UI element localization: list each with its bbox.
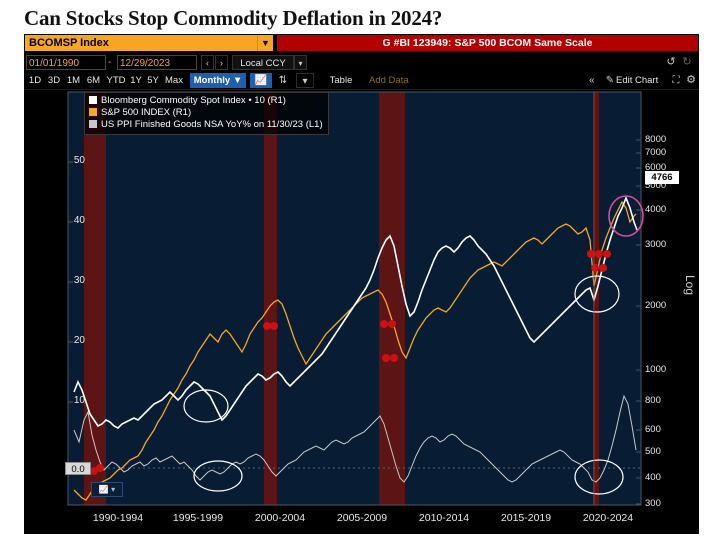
x-tick-2010-2014: 2010-2014 [418, 512, 470, 524]
y-left-tick-50: 50 [73, 155, 85, 166]
timeframe-max[interactable]: Max [165, 75, 183, 86]
prev-period-button[interactable]: ‹ [201, 55, 214, 70]
legend-label-commodity: Bloomberg Commodity Spot Index • 10 (R1) [101, 95, 286, 106]
legend-item-ppi: US PPI Finished Goods NSA YoY% on 11/30/… [89, 119, 323, 131]
y-left-tick-10: 10 [73, 395, 85, 406]
legend-label-sp500: S&P 500 INDEX (R1) [101, 107, 192, 118]
x-tick-2020-2024: 2020-2024 [582, 512, 634, 524]
y-right-tick-2000: 2000 [645, 300, 667, 311]
y-right-tick-7000: 7000 [645, 147, 667, 158]
legend-swatch-ppi [89, 120, 97, 128]
series-ppi [73, 394, 637, 483]
y-right-tick-3000: 3000 [645, 239, 667, 250]
x-tick-2005-2009: 2005-2009 [336, 512, 388, 524]
redo-icon[interactable]: ↻ [682, 56, 692, 68]
date-range-dash: - [108, 57, 112, 68]
y-right-tick-600: 600 [645, 424, 661, 435]
series-commodity [73, 195, 638, 429]
y-left-tick-30: 30 [73, 275, 85, 286]
chevron-down-icon[interactable]: ▾ [294, 55, 307, 70]
timeframe-6m[interactable]: 6M [86, 75, 101, 86]
timeframe-1m[interactable]: 1M [66, 75, 81, 86]
legend-item-commodity: Bloomberg Commodity Spot Index • 10 (R1) [89, 95, 323, 107]
y-right-tick-800: 800 [645, 395, 661, 406]
y-left-zero-marker: 0.0 [65, 462, 91, 475]
timeframe-5y[interactable]: 5Y [147, 75, 159, 86]
end-date-input[interactable]: 12/29/2023 [117, 55, 197, 70]
page-title: Can Stocks Stop Commodity Deflation in 2… [24, 6, 443, 30]
date-range-bar: 01/01/1990 - 12/29/2023 ‹ › Local CCY ▾ … [24, 53, 699, 72]
edit-chart-button[interactable]: Edit Chart [616, 75, 659, 86]
y-right-tick-8000: 8000 [645, 134, 667, 145]
research-banner: G #BI 123949: S&P 500 BCOM Same Scale [277, 35, 698, 51]
right-axis-scale-label: Log [683, 274, 697, 295]
next-period-button[interactable]: › [215, 55, 228, 70]
chart-svg [67, 91, 644, 506]
timeframe-ytd[interactable]: YTD [106, 75, 126, 86]
security-bar: BCOMSP Index ▼ G #BI 123949: S&P 500 BCO… [24, 34, 699, 52]
y-right-tick-500: 500 [645, 446, 661, 457]
chevron-down-icon[interactable]: ▾ [296, 73, 314, 88]
y-right-tick-1000: 1000 [645, 364, 667, 375]
table-button[interactable]: Table [329, 75, 353, 86]
annotation-circles [183, 195, 644, 495]
gear-icon[interactable]: ⚙ [686, 74, 696, 86]
y-right-tick-5000: 5000 [645, 180, 667, 191]
x-tick-1995-1999: 1995-1999 [172, 512, 224, 524]
y-right-tick-4000: 4000 [645, 204, 667, 215]
expand-icon[interactable]: ⛶ [672, 75, 680, 86]
x-tick-2000-2004: 2000-2004 [254, 512, 306, 524]
frequency-selector[interactable]: Monthly ▼ [190, 73, 246, 88]
timeframe-3d[interactable]: 3D [47, 75, 61, 86]
x-tick-2015-2019: 2015-2019 [500, 512, 552, 524]
collapse-icon[interactable]: « [589, 75, 595, 86]
undo-icon[interactable]: ↺ [666, 56, 676, 68]
chart-legend: Bloomberg Commodity Spot Index • 10 (R1)… [84, 92, 329, 135]
timeframe-1d[interactable]: 1D [28, 75, 42, 86]
line-chart-icon[interactable]: 📈 [250, 73, 272, 88]
bloomberg-terminal-window: BCOMSP Index ▼ G #BI 123949: S&P 500 BCO… [24, 34, 699, 534]
security-ticker-field[interactable]: BCOMSP Index [25, 35, 273, 51]
y-right-tick-6000: 6000 [645, 162, 667, 173]
current-price-label: 4766 [645, 171, 679, 184]
chart-plot-area: Bloomberg Commodity Spot Index • 10 (R1)… [24, 90, 699, 534]
y-left-tick-40: 40 [73, 215, 85, 226]
recession-bands [84, 92, 599, 505]
add-data-input[interactable]: Add Data [369, 75, 409, 86]
currency-selector[interactable]: Local CCY [232, 55, 294, 70]
pencil-icon[interactable]: ✎ [605, 75, 615, 86]
chart-toolbar: 1D 3D 1M 6M YTD 1Y 5Y Max Monthly ▼ 📈 ⇅ … [24, 72, 699, 90]
timeframe-1y[interactable]: 1Y [130, 75, 142, 86]
legend-swatch-commodity [89, 96, 97, 104]
legend-item-sp500: S&P 500 INDEX (R1) [89, 107, 323, 119]
y-left-tick-20: 20 [73, 335, 85, 346]
y-right-tick-400: 400 [645, 472, 661, 483]
start-date-input[interactable]: 01/01/1990 [26, 55, 106, 70]
chevron-down-icon[interactable]: ▼ [257, 35, 273, 51]
compare-icon[interactable]: ⇅ [278, 75, 288, 86]
legend-label-ppi: US PPI Finished Goods NSA YoY% on 11/30/… [101, 119, 323, 130]
legend-swatch-sp500 [89, 108, 97, 116]
chart-mini-toolbar[interactable]: 📈 ▾ [91, 482, 123, 497]
x-tick-1990-1994: 1990-1994 [92, 512, 144, 524]
y-right-tick-300: 300 [645, 498, 661, 509]
